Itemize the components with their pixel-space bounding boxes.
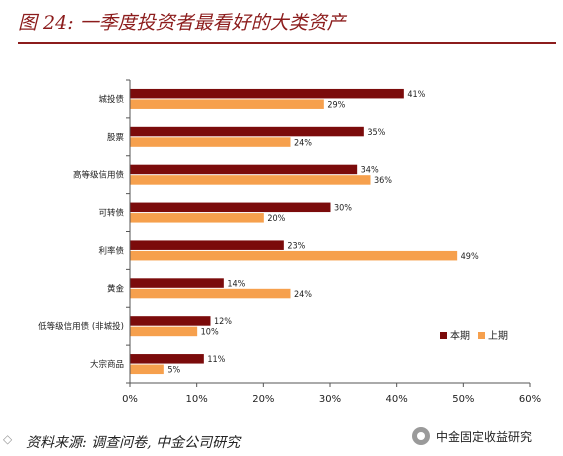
- title-divider: [18, 42, 556, 44]
- bar-current: [130, 202, 331, 213]
- brand-icon: [412, 427, 430, 445]
- bar-previous: [130, 364, 164, 375]
- legend-swatch: [478, 332, 485, 339]
- bar-current: [130, 316, 211, 326]
- category-label: 可转债: [98, 208, 124, 219]
- x-tick-label: 10%: [186, 394, 208, 405]
- data-label: 36%: [374, 176, 392, 186]
- category-label: 低等级信用债 (非城投): [38, 321, 124, 332]
- legend-label: 上期: [488, 330, 508, 342]
- figure-title: 图 24: 一季度投资者最看好的大类资产: [18, 12, 346, 34]
- legend-label: 本期: [450, 329, 470, 342]
- bar-current: [130, 354, 204, 364]
- category-label: 股票: [107, 133, 125, 143]
- data-label: 14%: [227, 279, 245, 289]
- bar-current: [130, 126, 364, 137]
- x-tick-label: 0%: [122, 394, 138, 405]
- data-label: 24%: [294, 290, 312, 300]
- category-label: 城投债: [98, 94, 124, 105]
- bar-previous: [130, 326, 198, 337]
- data-label: 49%: [461, 252, 479, 262]
- bar-previous: [130, 175, 371, 185]
- x-tick-label: 20%: [252, 394, 274, 405]
- x-tick-label: 50%: [452, 394, 474, 405]
- data-label: 29%: [327, 100, 345, 110]
- data-label: 34%: [361, 166, 379, 176]
- data-label: 5%: [167, 366, 180, 376]
- legend-swatch: [440, 332, 447, 339]
- category-label: 黄金: [107, 283, 125, 294]
- bar-current: [130, 278, 224, 288]
- source-note: 资料来源: 调查问卷, 中金公司研究: [26, 435, 241, 451]
- x-tick-label: 40%: [386, 394, 408, 405]
- bar-previous: [130, 137, 291, 147]
- bar-previous: [130, 250, 458, 261]
- bar-previous: [130, 213, 264, 223]
- data-label: 41%: [407, 90, 425, 100]
- brand-watermark: 中金固定收益研究: [412, 425, 532, 447]
- data-label: 11%: [207, 355, 225, 365]
- x-tick-label: 30%: [319, 394, 341, 405]
- data-label: 23%: [287, 241, 305, 251]
- category-label: 利率债: [98, 245, 124, 256]
- data-label: 20%: [267, 214, 285, 224]
- data-label: 30%: [334, 204, 352, 214]
- x-tick-label: 60%: [519, 394, 541, 405]
- category-label: 高等级信用债: [73, 170, 125, 181]
- category-label: 大宗商品: [90, 359, 124, 370]
- data-label: 12%: [214, 317, 232, 327]
- brand-label: 中金固定收益研究: [436, 429, 533, 444]
- bar-current: [130, 164, 358, 175]
- bar-current: [130, 88, 404, 99]
- bar-previous: [130, 99, 324, 109]
- wechat-watermark-icon: ◇: [3, 432, 13, 446]
- bar-previous: [130, 288, 291, 299]
- bar-current: [130, 240, 284, 250]
- data-label: 35%: [367, 128, 385, 138]
- data-label: 10%: [201, 328, 219, 338]
- data-label: 24%: [294, 138, 312, 148]
